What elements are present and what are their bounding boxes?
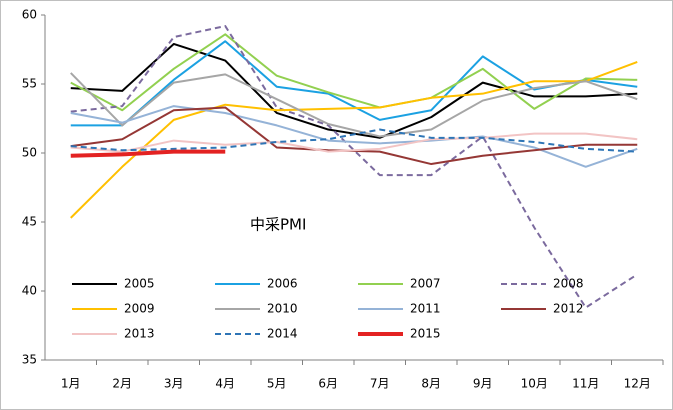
y-tick-label: 60 bbox=[22, 8, 37, 22]
legend-label: 2007 bbox=[410, 277, 441, 291]
x-tick-label: 6月 bbox=[318, 377, 338, 391]
legend-label: 2015 bbox=[410, 327, 441, 341]
y-tick-label: 40 bbox=[22, 284, 37, 298]
legend-label: 2013 bbox=[124, 327, 155, 341]
y-tick-label: 35 bbox=[22, 353, 37, 367]
legend-label: 2005 bbox=[124, 277, 155, 291]
x-tick-label: 11月 bbox=[572, 377, 599, 391]
series-line bbox=[70, 132, 638, 153]
x-tick-label: 5月 bbox=[267, 377, 287, 391]
series-line bbox=[70, 149, 226, 158]
y-tick-label: 55 bbox=[22, 77, 37, 91]
x-tick-label: 7月 bbox=[370, 377, 390, 391]
x-tick-label: 9月 bbox=[473, 377, 493, 391]
x-tick-label: 4月 bbox=[215, 377, 235, 391]
series-line bbox=[70, 72, 638, 138]
x-tick-label: 10月 bbox=[521, 377, 548, 391]
x-tick-label: 2月 bbox=[112, 377, 132, 391]
series-line bbox=[70, 25, 638, 309]
legend-label: 2012 bbox=[553, 302, 584, 316]
legend-label: 2009 bbox=[124, 302, 155, 316]
series-line bbox=[70, 105, 638, 168]
x-tick-label: 12月 bbox=[624, 377, 651, 391]
annotation: 中采PMI bbox=[250, 216, 306, 234]
series-line bbox=[70, 33, 638, 112]
y-tick-label: 50 bbox=[22, 146, 37, 160]
x-tick-label: 1月 bbox=[61, 377, 81, 391]
y-tick-label: 45 bbox=[22, 215, 37, 229]
x-tick-label: 3月 bbox=[164, 377, 184, 391]
legend-label: 2006 bbox=[267, 277, 298, 291]
legend-label: 2008 bbox=[553, 277, 584, 291]
x-tick-label: 8月 bbox=[421, 377, 441, 391]
legend-label: 2010 bbox=[267, 302, 298, 316]
legend-label: 2011 bbox=[410, 302, 441, 316]
legend-label: 2014 bbox=[267, 327, 298, 341]
series-line bbox=[70, 128, 638, 153]
series-line bbox=[70, 60, 638, 219]
